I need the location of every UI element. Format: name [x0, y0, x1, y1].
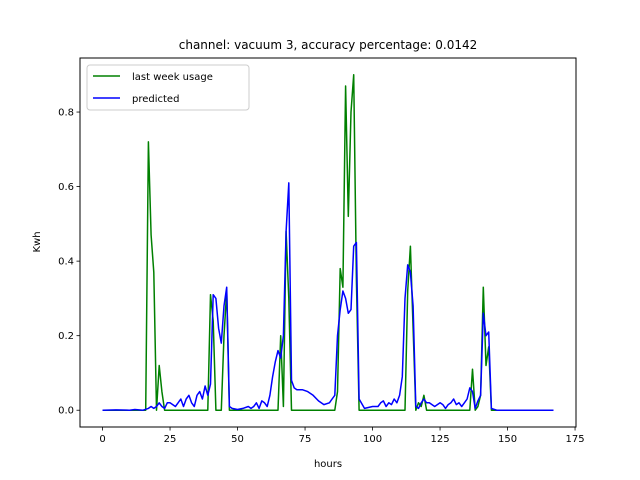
- y-tick-label: 0.6: [58, 182, 74, 193]
- x-tick-label: 75: [299, 434, 312, 445]
- ticks: 0 25 50 75 100 125 150 175 0.0 0.2 0.4 0.6 0.8: [58, 108, 585, 445]
- x-tick-label: 50: [231, 434, 244, 445]
- x-axis-label: hours: [314, 459, 342, 470]
- x-tick-label: 100: [363, 434, 382, 445]
- x-tick-label: 150: [498, 434, 517, 445]
- x-tick-label: 125: [431, 434, 450, 445]
- y-tick-label: 0.2: [58, 331, 74, 342]
- y-tick-label: 0.0: [58, 406, 74, 417]
- y-tick-label: 0.8: [58, 108, 74, 119]
- legend: last week usage predicted: [86, 64, 250, 111]
- plot-area: 0 25 50 75 100 125 150 175 0.0 0.2 0.4 0.6 0.8: [58, 57, 585, 445]
- plot-frame: [79, 57, 577, 428]
- series-line-predicted: [102, 182, 554, 411]
- y-axis-label: Kwh: [32, 231, 43, 252]
- series-layer: [102, 74, 554, 411]
- chart-title: channel: vacuum 3, accuracy percentage: …: [179, 38, 478, 52]
- series-line-last-week-usage: [102, 74, 554, 411]
- legend-label-last-week-usage: last week usage: [132, 72, 213, 83]
- x-tick-label: 25: [164, 434, 177, 445]
- legend-label-predicted: predicted: [132, 94, 179, 105]
- x-tick-label: 175: [566, 434, 585, 445]
- y-tick-label: 0.4: [58, 257, 74, 268]
- legend-box: [86, 64, 250, 111]
- x-tick-label: 0: [99, 434, 105, 445]
